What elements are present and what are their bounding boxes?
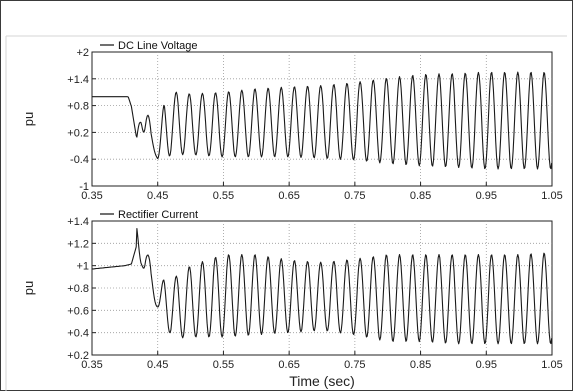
legend: Rectifier Current	[100, 209, 198, 221]
y-tick-label: +0.8	[67, 101, 89, 113]
x-tick-label: 0.45	[147, 359, 168, 371]
y-tick-label: +0.4	[67, 328, 89, 340]
legend-label: Rectifier Current	[118, 209, 198, 221]
y-tick-label: +0.8	[67, 283, 89, 295]
x-tick-label: 0.75	[344, 190, 365, 202]
y-tick-label: +0.2	[67, 127, 89, 139]
y-tick-label: -0.4	[70, 154, 89, 166]
x-tick-label: 0.85	[410, 190, 431, 202]
x-tick-label: 0.65	[278, 190, 299, 202]
panel-rectifier-current: 0.35 0.45 0.55 0.65 0.75 0.85 0.95 1.05 +0.2 +0.4…	[21, 209, 563, 389]
x-tick-label: 1.05	[541, 359, 562, 371]
y-tick-label: +1.4	[67, 74, 89, 86]
legend-label: DC Line Voltage	[118, 40, 198, 52]
x-tick-label: 0.35	[81, 359, 102, 371]
y-tick-label: -1	[79, 181, 89, 193]
y-tick-label: +2	[76, 47, 89, 59]
series-line	[91, 228, 553, 345]
x-tick-label: 0.35	[81, 190, 102, 202]
x-tick-label: 0.95	[476, 190, 497, 202]
x-tick-label: 0.45	[147, 190, 168, 202]
series-line	[92, 71, 553, 170]
y-tick-label: +1	[76, 261, 89, 273]
x-tick-label: 0.85	[410, 359, 431, 371]
y-axis-label: pu	[21, 281, 36, 295]
y-tick-label: +0.2	[67, 350, 89, 362]
x-tick-label: 0.65	[278, 359, 299, 371]
y-tick-label: +1.4	[67, 216, 89, 228]
x-tick-label: 0.75	[344, 359, 365, 371]
x-tick-label: 0.95	[476, 359, 497, 371]
x-axis-label: Time (sec)	[289, 373, 355, 389]
plot-area	[91, 51, 553, 187]
legend: DC Line Voltage	[100, 40, 198, 52]
x-tick-label: 1.05	[541, 190, 562, 202]
y-tick-label: +0.6	[67, 305, 89, 317]
x-tick-label: 0.55	[213, 190, 234, 202]
y-tick-label: +1.2	[67, 238, 89, 250]
panel-dc-line-voltage: 0.35 0.45 0.55 0.65 0.75 0.85 0.95 1.05 -1 -0.4 +0…	[21, 40, 563, 202]
x-tick-label: 0.55	[213, 359, 234, 371]
y-axis-label: pu	[21, 112, 36, 126]
